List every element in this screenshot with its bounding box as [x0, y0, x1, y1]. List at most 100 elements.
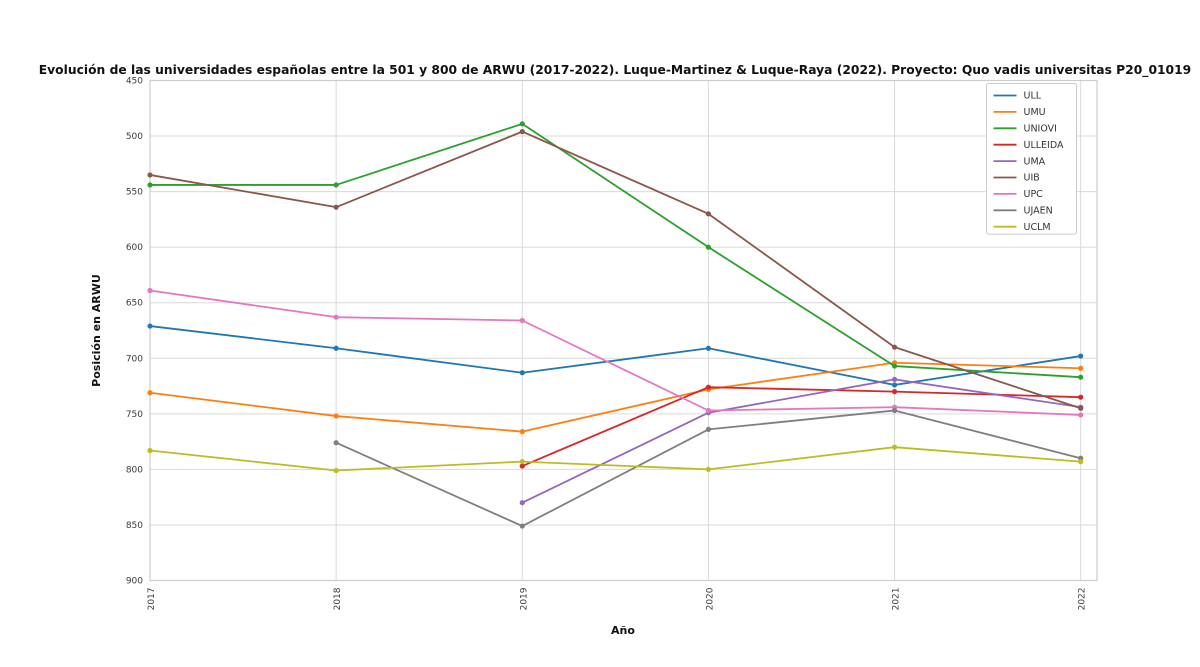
series-UMU-marker: [1078, 365, 1084, 371]
series-UMA-marker: [891, 376, 898, 382]
series-UPC-marker: [147, 287, 153, 294]
legend-item-UJAEN: UJAEN: [993, 206, 1053, 217]
legend-item-UPC: UPC: [993, 189, 1044, 200]
series-UJAEN-marker: [519, 523, 525, 529]
legend-item-UMU: UMU: [993, 107, 1046, 118]
series-UNIOVI-marker: [147, 182, 153, 188]
series-UNIOVI-marker: [705, 244, 712, 250]
series-UCLM-marker: [519, 459, 525, 465]
series-ULL-marker: [147, 323, 153, 329]
legend-label-UJAEN: UJAEN: [1024, 206, 1053, 217]
x-tick-label: 2019: [519, 587, 529, 610]
series-ULLEIDA-marker: [519, 463, 525, 469]
legend-label-UIB: UIB: [1024, 173, 1040, 184]
legend-label-UCLM: UCLM: [1024, 222, 1051, 233]
plot-border: [149, 79, 1098, 582]
series-ULLEIDA-marker: [891, 389, 898, 395]
x-axis-label: Año: [611, 624, 635, 637]
series-UMA-marker: [519, 500, 525, 506]
y-tick-label: 800: [126, 465, 143, 475]
chart-title: Evolución de las universidades españolas…: [39, 63, 1191, 78]
series-UPC: [147, 287, 1084, 418]
series-UJAEN-marker: [333, 440, 339, 446]
series-UCLM-marker: [891, 444, 898, 450]
series-ULLEIDA: [519, 384, 1084, 469]
x-tick-label: 2022: [1078, 588, 1088, 611]
series-UJAEN-marker: [705, 426, 712, 432]
legend-box: [986, 83, 1077, 235]
series-UMA-line: [521, 378, 1081, 504]
series-UCLM-marker: [147, 447, 153, 454]
series-UCLM-marker: [1078, 459, 1084, 465]
series-UIB-marker: [147, 172, 153, 178]
y-tick-label: 700: [126, 354, 143, 364]
series-UCLM-line: [149, 446, 1081, 472]
series-ULLEIDA-marker: [705, 384, 712, 390]
legend: ULL UMU UNIOVI ULLEIDA UMA UIB UPC UJAEN UCLM: [986, 83, 1077, 235]
series-ULLEIDA-marker: [1078, 394, 1084, 400]
legend-item-ULL: ULL: [993, 91, 1042, 102]
series-UNIOVI-marker: [891, 363, 898, 369]
series-UIB-marker: [891, 344, 898, 350]
series-UPC-marker: [333, 314, 339, 320]
y-tick-label: 750: [126, 410, 143, 420]
y-tick-label: 600: [126, 243, 143, 253]
y-tick-label: 550: [126, 188, 143, 198]
series-layer: [147, 121, 1084, 529]
y-tick-label: 650: [126, 299, 143, 309]
series-UMU-marker: [147, 390, 153, 396]
series-UCLM-marker: [333, 467, 339, 474]
series-UPC-marker: [705, 407, 712, 414]
series-ULL-marker: [519, 370, 525, 376]
series-UCLM-marker: [705, 466, 712, 472]
series-ULL-marker: [1078, 353, 1084, 359]
series-UPC-marker: [1078, 412, 1084, 418]
y-axis-label: Posición en ARWU: [90, 274, 103, 387]
legend-label-UPC: UPC: [1024, 189, 1044, 200]
series-UPC-line: [149, 289, 1081, 416]
x-tick-label: 2018: [333, 587, 343, 610]
legend-item-ULLEIDA: ULLEIDA: [993, 140, 1064, 151]
series-ULL-marker: [333, 345, 339, 351]
series-UPC-marker: [519, 317, 525, 324]
axis-ticks: 450 500 550 600 650 700 750 800 850 900 2017 2018 20…: [126, 77, 1088, 611]
series-UNIOVI: [147, 121, 1084, 380]
series-ULL-marker: [891, 382, 898, 388]
series-ULLEIDA-line: [521, 386, 1081, 467]
series-UMA: [519, 376, 1084, 506]
legend-label-UMA: UMA: [1024, 156, 1046, 167]
series-UIB-marker: [519, 129, 525, 135]
y-tick-label: 500: [126, 132, 143, 142]
series-UNIOVI-marker: [519, 121, 525, 127]
series-UMU-marker: [519, 429, 525, 435]
series-UMU-line: [149, 361, 1081, 433]
series-UNIOVI-line: [150, 122, 1081, 379]
legend-item-UNIOVI: UNIOVI: [993, 124, 1057, 135]
series-UMU-marker: [333, 413, 339, 419]
y-tick-label: 450: [126, 77, 143, 87]
legend-label-ULL: ULL: [1024, 91, 1042, 102]
x-tick-label: 2021: [892, 588, 902, 611]
legend-label-UNIOVI: UNIOVI: [1024, 124, 1057, 135]
series-UNIOVI-marker: [333, 182, 339, 188]
series-UIB-marker: [705, 211, 712, 217]
x-tick-label: 2017: [147, 588, 157, 611]
series-ULL: [147, 323, 1084, 388]
series-UCLM: [147, 444, 1084, 474]
legend-label-UMU: UMU: [1024, 107, 1046, 118]
y-tick-label: 850: [126, 521, 143, 531]
legend-item-UMA: UMA: [993, 156, 1046, 167]
legend-label-ULLEIDA: ULLEIDA: [1024, 140, 1064, 151]
series-UIB-line: [149, 130, 1081, 410]
series-ULL-line: [149, 325, 1081, 386]
legend-item-UIB: UIB: [993, 173, 1040, 184]
y-tick-label: 900: [126, 577, 143, 587]
grid-layer: [149, 79, 1098, 582]
series-ULL-marker: [705, 345, 712, 351]
series-UJAEN-marker: [891, 407, 898, 414]
series-UIB-marker: [1078, 405, 1084, 411]
legend-item-UCLM: UCLM: [993, 222, 1051, 233]
series-UIB-marker: [333, 204, 339, 210]
